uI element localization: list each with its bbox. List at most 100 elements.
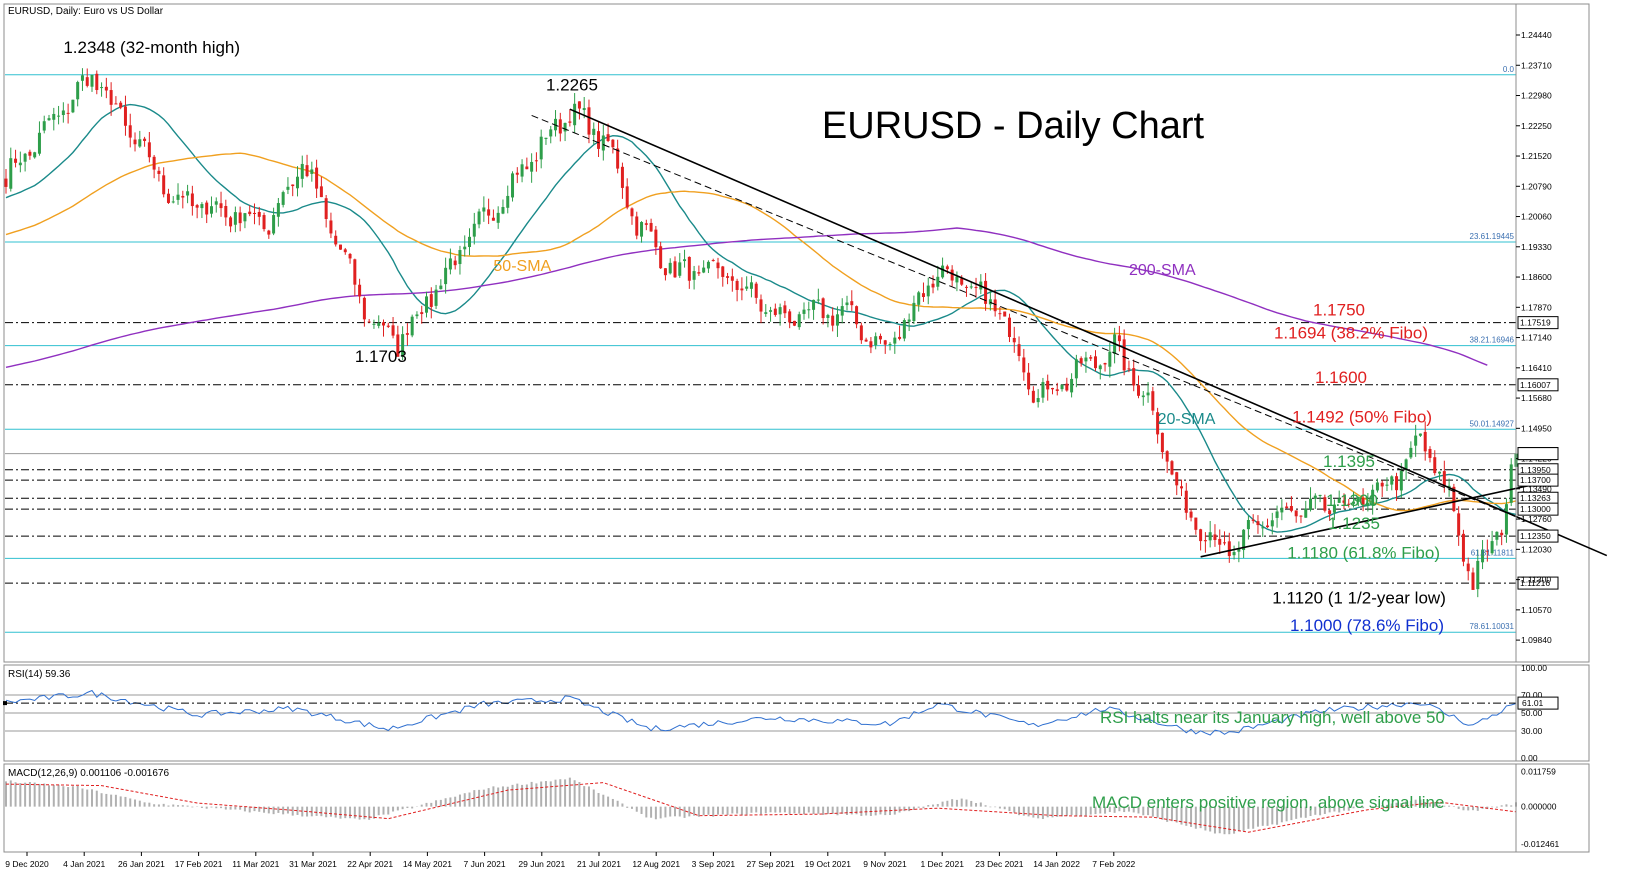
candle-body [926,285,930,297]
candle-body [549,129,553,137]
annotation-label: 200-SMA [1129,262,1196,279]
candle-body [883,340,887,345]
candle-body [415,314,419,317]
candle-body [219,203,223,209]
date-axis: 9 Dec 2020 4 Jan 2021 26 Jan 2021 17 Feb 20… [5,852,1136,869]
candle-body [1490,541,1494,554]
fib-axis-label: 61.81.11811 [1471,548,1515,557]
candle-body [119,102,123,108]
candle-body [295,176,299,189]
candle-body [1180,486,1184,489]
candle-body [735,280,739,290]
candle-body [61,110,65,116]
candle-body [520,164,524,177]
candle-body [874,336,878,346]
annotation-label: 1.2348 (32-month high) [63,38,240,57]
level-axis-label: 1.16007 [1520,380,1551,390]
candle-body [420,312,424,315]
rsi-tick-label: 30.00 [1521,726,1543,736]
candle-body [1089,357,1093,359]
candle-body [534,160,538,162]
candle-body [1385,484,1389,486]
date-label: 22 Apr 2021 [347,859,393,869]
candle-body [1122,339,1126,371]
candle-body [329,220,333,234]
rsi-tick-label: 70.00 [1521,690,1543,700]
candle-body [52,113,56,120]
candle-body [1007,317,1011,337]
moving-averages [5,103,1517,533]
tick-label: 1.17870 [1521,302,1552,312]
candle-body [1299,515,1303,517]
candle-body [348,253,352,259]
candle-body [57,115,61,117]
candle-body [1280,507,1284,513]
candle-body [525,166,529,170]
candle-body [1356,497,1360,502]
candle-body [1371,489,1375,506]
candle-body [1079,358,1083,364]
candle-body [1151,391,1155,411]
candle-body [539,136,543,160]
candle-body [1055,389,1059,391]
candle-body [716,262,720,269]
candle-body [792,320,796,326]
candle-body [276,203,280,217]
candle-body [1261,527,1265,529]
candle-body [530,161,534,172]
candle-body [138,139,142,147]
candle-body [1194,517,1198,530]
candle-body [721,266,725,277]
candle-body [659,246,663,269]
candle-body [1466,563,1470,572]
annotation-label: 1.2265 [546,76,598,95]
candle-body [921,293,925,298]
level-label: 1.1000 (78.6% Fibo) [1290,616,1444,635]
candle-body [1347,503,1351,505]
candle-body [186,191,190,196]
macd-header: MACD(12,26,9) 0.001106 -0.001676 [8,768,169,779]
candle-body [300,163,304,179]
candle-body [338,244,342,250]
level-axis-tag [1517,473,1559,487]
candle-body [114,103,118,105]
candle-body [1237,548,1241,552]
symbol-header: EURUSD, Daily: Euro vs US Dollar [8,6,164,17]
candle-body [76,82,80,100]
annotation-label: 1.1120 (1 1/2-year low) [1272,589,1446,608]
candle-body [128,125,132,138]
candle-body [606,134,610,141]
trendline [1200,479,1555,558]
date-label: 31 Mar 2021 [289,859,337,869]
candle-body [1266,525,1270,528]
date-label: 17 Feb 2021 [175,859,223,869]
candle-body [902,320,906,339]
candle-body [1003,311,1007,317]
fib-axis-label: 78.61.10031 [1470,622,1515,631]
candle-body [1189,511,1193,518]
level-axis-label: 1.13263 [1520,493,1551,503]
candle-body [1342,500,1346,503]
candle-body [358,284,362,297]
level-axis-tag [1517,529,1559,543]
candle-body [592,128,596,135]
candle-body [319,186,323,198]
candle-body [1242,529,1246,551]
candles [4,68,1518,598]
candle-body [1146,392,1150,396]
candle-body [1309,498,1313,510]
candle-body [1461,533,1465,562]
candle-body [749,282,753,289]
tick-label: 1.22250 [1521,121,1552,131]
rsi-marker [3,701,7,706]
tick-label: 1.24440 [1521,30,1552,40]
candle-body [200,204,204,209]
date-label: 9 Nov 2021 [863,859,907,869]
candle-body [1485,550,1489,552]
candle-body [974,287,978,289]
level-label: 1.1395 [1323,452,1375,471]
candle-body [563,122,567,132]
candle-body [945,266,949,270]
rsi-line [5,689,1517,736]
